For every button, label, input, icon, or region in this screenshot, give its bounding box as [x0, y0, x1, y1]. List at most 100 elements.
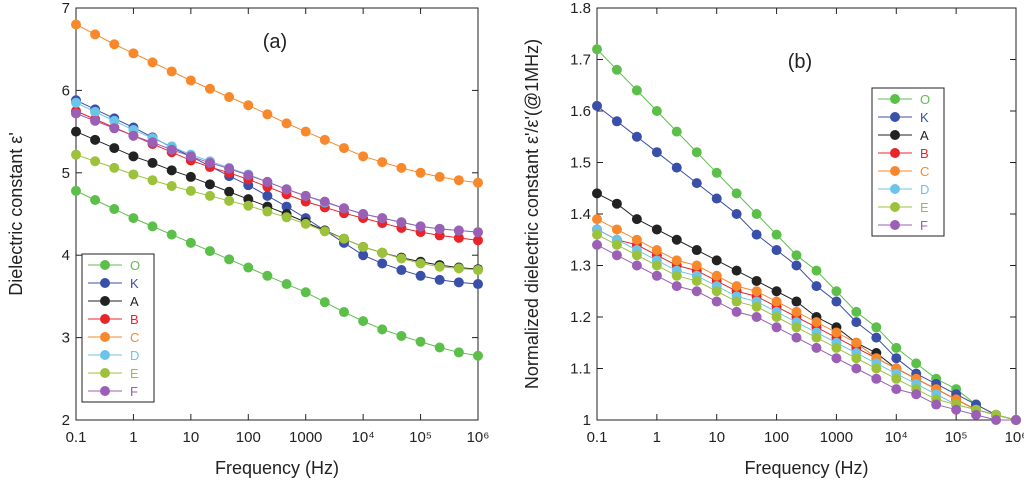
- data-point: [396, 265, 407, 276]
- legend-marker: [100, 278, 110, 288]
- data-point: [300, 287, 311, 298]
- data-point: [711, 270, 722, 281]
- data-point: [109, 123, 120, 134]
- data-point: [911, 389, 922, 400]
- data-point: [771, 286, 782, 297]
- data-point: [851, 337, 862, 348]
- data-point: [831, 342, 842, 353]
- data-point: [851, 306, 862, 317]
- y-tick-label: 1.5: [570, 155, 591, 172]
- data-point: [185, 171, 196, 182]
- data-point: [262, 270, 273, 281]
- data-point: [592, 100, 602, 111]
- legend-marker: [890, 94, 900, 104]
- data-point: [300, 126, 311, 137]
- data-point: [831, 327, 842, 338]
- legend-label: K: [130, 276, 139, 291]
- data-point: [147, 175, 158, 186]
- data-point: [319, 226, 330, 237]
- x-tick-label: 10⁴: [352, 429, 375, 446]
- data-point: [931, 399, 942, 410]
- y-tick-label: 1.1: [570, 361, 591, 378]
- x-tick-label: 1000: [820, 429, 853, 446]
- data-point: [71, 126, 81, 137]
- plot-frame: [75, 7, 479, 421]
- data-point: [473, 279, 483, 290]
- data-point: [90, 134, 101, 145]
- legend-label: C: [920, 164, 929, 179]
- data-point: [377, 157, 388, 168]
- legend-marker: [890, 202, 900, 212]
- data-point: [109, 39, 120, 50]
- data-point: [224, 195, 235, 206]
- data-point: [434, 274, 445, 285]
- data-point: [611, 239, 622, 250]
- data-point: [128, 151, 139, 162]
- data-point: [319, 134, 330, 145]
- data-point: [631, 85, 642, 96]
- legend-marker: [890, 184, 900, 194]
- legend-label: D: [130, 348, 139, 363]
- y-tick-label: 7: [62, 0, 70, 17]
- data-point: [147, 221, 158, 232]
- data-point: [731, 306, 742, 317]
- data-point: [185, 75, 196, 86]
- data-point: [811, 342, 822, 353]
- data-point: [128, 48, 139, 59]
- data-point: [71, 185, 81, 196]
- data-point: [711, 193, 722, 204]
- data-point: [791, 332, 802, 343]
- data-point: [473, 350, 483, 361]
- series-line: [596, 48, 1017, 421]
- legend-marker: [100, 314, 110, 324]
- y-tick-label: 2: [62, 412, 70, 429]
- data-point: [731, 265, 742, 276]
- data-point: [243, 200, 254, 211]
- y-tick-label: 1: [583, 412, 591, 429]
- data-point: [811, 281, 822, 292]
- y-tick-label: 3: [62, 330, 70, 347]
- data-point: [631, 234, 642, 245]
- y-tick-label: 1.7: [570, 52, 591, 69]
- data-point: [791, 322, 802, 333]
- data-point: [651, 270, 662, 281]
- data-point: [791, 306, 802, 317]
- data-point: [611, 198, 622, 209]
- legend-label: B: [920, 146, 929, 161]
- legend-label: O: [130, 258, 140, 273]
- data-point: [631, 260, 642, 271]
- data-point: [90, 115, 101, 126]
- x-tick-label: 100: [764, 429, 789, 446]
- data-point: [358, 151, 369, 162]
- series-line: [596, 229, 1017, 421]
- data-point: [811, 332, 822, 343]
- data-point: [166, 165, 177, 176]
- data-point: [592, 229, 602, 240]
- series-line: [596, 105, 1017, 421]
- x-tick-label: 10⁵: [945, 429, 968, 446]
- series-line: [596, 244, 1016, 421]
- y-tick-label: 1.8: [570, 0, 591, 17]
- series-line: [75, 131, 479, 270]
- legend-marker: [100, 386, 110, 396]
- data-point: [377, 213, 388, 224]
- series-line: [75, 99, 479, 285]
- data-point: [592, 239, 602, 250]
- data-point: [691, 275, 702, 286]
- x-tick-label: 10⁴: [885, 429, 908, 446]
- x-tick-label: 10⁶: [467, 429, 490, 446]
- data-point: [592, 188, 602, 199]
- data-point: [811, 317, 822, 328]
- data-point: [204, 157, 215, 168]
- x-axis-label: Frequency (Hz): [215, 458, 339, 478]
- data-point: [204, 83, 215, 94]
- legend-label: D: [920, 182, 929, 197]
- data-point: [751, 275, 762, 286]
- data-point: [592, 44, 602, 55]
- data-point: [473, 177, 483, 188]
- y-axis-label: Dielectric constant ε': [6, 132, 26, 296]
- data-point: [611, 224, 622, 235]
- data-point: [71, 97, 81, 108]
- data-point: [377, 324, 388, 335]
